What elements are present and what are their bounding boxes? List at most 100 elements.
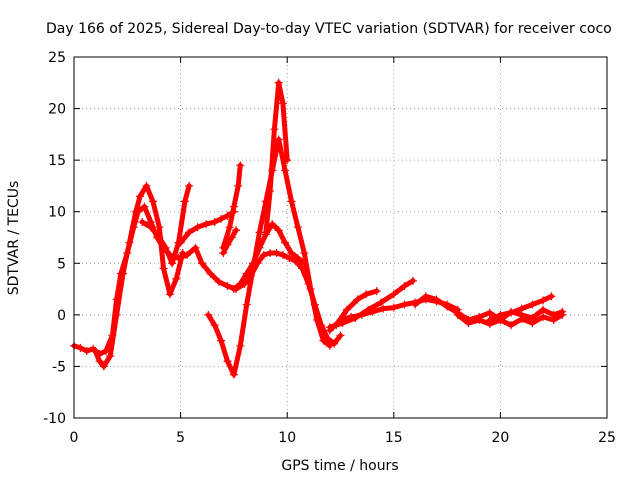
- data-point: [517, 314, 526, 323]
- data-point: [496, 310, 505, 319]
- data-point: [325, 323, 334, 332]
- x-tick-label: 20: [491, 430, 509, 446]
- data-point: [178, 248, 187, 257]
- series-arc-10: [219, 226, 241, 257]
- data-point: [172, 274, 181, 283]
- data-point: [185, 181, 194, 190]
- data-point: [146, 223, 155, 232]
- data-point: [274, 226, 283, 235]
- y-tick-label: -10: [43, 411, 66, 427]
- y-tick-label: 25: [48, 50, 66, 66]
- data-point: [475, 316, 484, 325]
- data-point: [217, 336, 226, 345]
- series-arc-8: [261, 78, 292, 237]
- data-point: [372, 287, 381, 296]
- data-point: [255, 243, 264, 252]
- data-series: [70, 78, 567, 379]
- data-point: [268, 220, 277, 229]
- data-point: [278, 251, 287, 260]
- data-point: [274, 78, 283, 87]
- y-tick-label: -5: [52, 359, 66, 375]
- y-tick-label: 15: [48, 153, 66, 169]
- data-point: [270, 125, 279, 134]
- data-point: [161, 243, 170, 252]
- x-tick-label: 15: [385, 430, 403, 446]
- data-point: [191, 243, 200, 252]
- data-point: [232, 226, 241, 235]
- data-point: [229, 285, 238, 294]
- data-point: [281, 238, 290, 247]
- data-point: [225, 223, 234, 232]
- data-point: [306, 285, 315, 294]
- data-point: [242, 300, 251, 309]
- data-point: [325, 341, 334, 350]
- data-point: [219, 248, 228, 257]
- data-point: [558, 310, 567, 319]
- data-point: [517, 304, 526, 313]
- data-point: [300, 259, 309, 268]
- data-point: [266, 187, 275, 196]
- data-point: [204, 310, 213, 319]
- series-arc-4: [176, 207, 238, 247]
- data-point: [176, 238, 185, 247]
- data-point: [272, 248, 281, 257]
- data-point: [95, 357, 104, 366]
- x-tick-label: 25: [598, 430, 616, 446]
- data-point: [119, 269, 128, 278]
- data-point: [261, 228, 270, 237]
- data-point: [293, 254, 302, 263]
- data-point: [547, 292, 556, 301]
- data-point: [411, 300, 420, 309]
- data-point: [193, 223, 202, 232]
- data-point: [249, 259, 258, 268]
- data-point: [453, 310, 462, 319]
- data-point: [242, 269, 251, 278]
- data-point: [285, 254, 294, 263]
- data-point: [485, 316, 494, 325]
- data-point: [362, 290, 371, 299]
- data-point: [210, 218, 219, 227]
- data-point: [485, 308, 494, 317]
- data-point: [234, 181, 243, 190]
- data-point: [236, 341, 245, 350]
- data-point: [259, 251, 268, 260]
- data-point: [539, 312, 548, 321]
- y-tick-label: 20: [48, 102, 66, 118]
- data-point: [223, 357, 232, 366]
- series-arc-16: [485, 292, 556, 325]
- data-point: [206, 269, 215, 278]
- data-point: [389, 303, 398, 312]
- data-point: [185, 228, 194, 237]
- data-point: [155, 233, 164, 242]
- data-point: [140, 202, 149, 211]
- data-point: [432, 295, 441, 304]
- data-point: [155, 223, 164, 232]
- data-point: [353, 295, 362, 304]
- data-point: [332, 321, 341, 330]
- data-point: [229, 202, 238, 211]
- data-point: [106, 352, 115, 361]
- series-arc-12: [325, 276, 417, 332]
- chart-title: Day 166 of 2025, Sidereal Day-to-day VTE…: [46, 21, 612, 37]
- data-point: [210, 321, 219, 330]
- data-point: [236, 161, 245, 170]
- y-tick-label: 0: [57, 308, 66, 324]
- data-point: [281, 166, 290, 175]
- data-point: [539, 305, 548, 314]
- data-point: [342, 305, 351, 314]
- data-point: [197, 259, 206, 268]
- data-point: [112, 310, 121, 319]
- data-point: [131, 207, 140, 216]
- data-point: [125, 238, 134, 247]
- series-line: [263, 80, 290, 235]
- data-point: [168, 259, 177, 268]
- data-point: [336, 331, 345, 340]
- data-point: [389, 290, 398, 299]
- data-point: [214, 277, 223, 286]
- data-point: [507, 321, 516, 330]
- data-point: [142, 181, 151, 190]
- data-point: [528, 319, 537, 328]
- data-point: [464, 319, 473, 328]
- x-tick-label: 5: [176, 430, 185, 446]
